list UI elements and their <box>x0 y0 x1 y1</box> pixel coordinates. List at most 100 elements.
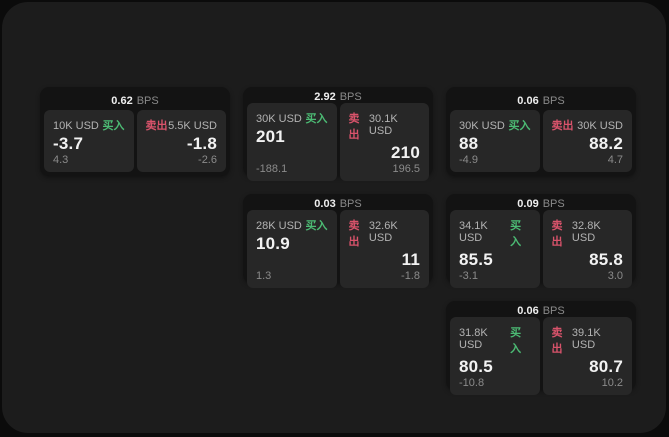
buy-panel[interactable]: 10K USD 买入 -3.7 4.3 <box>44 110 134 172</box>
sell-delta: 3.0 <box>607 270 623 282</box>
buy-price: 88 <box>459 134 479 153</box>
sell-panel-top: 卖出 32.8K USD <box>552 217 624 249</box>
buy-amount: 10K USD <box>53 120 99 132</box>
bps-header: 0.03 BPS <box>247 198 429 210</box>
sell-side-label: 卖出 <box>348 220 360 248</box>
buy-amount: 31.8K USD <box>459 327 488 351</box>
buy-panel[interactable]: 30K USD 买入 88 -4.9 <box>450 110 540 172</box>
sell-panel-top: 卖出 39.1K USD <box>552 324 624 356</box>
buy-price: 10.9 <box>256 234 290 253</box>
sell-amount: 30K USD <box>577 120 623 132</box>
buy-price: 201 <box>256 127 285 146</box>
sell-amount: 32.8K USD <box>571 220 601 244</box>
sell-panel[interactable]: 卖出 32.6K USD 11 -1.8 <box>339 210 429 288</box>
sell-amount: 32.6K USD <box>368 220 398 244</box>
sell-amount: 5.5K USD <box>168 120 217 132</box>
buy-panel-top: 34.1K USD 买入 <box>459 217 531 249</box>
bps-header: 0.06 BPS <box>450 305 632 317</box>
buy-panel-top: 28K USD 买入 <box>256 217 328 233</box>
sell-price: -1.8 <box>186 134 217 153</box>
sell-amount: 30.1K USD <box>368 113 398 137</box>
quote-panels: 28K USD 买入 10.9 1.3 卖出 32.6K USD 11 -1.8 <box>247 210 429 288</box>
sell-price: 80.7 <box>589 357 623 376</box>
sell-delta: 4.7 <box>607 154 623 166</box>
sell-panel[interactable]: 卖出 30.1K USD 210 196.5 <box>339 103 429 181</box>
buy-side-label: 买入 <box>510 220 522 248</box>
buy-side-label: 买入 <box>510 327 522 355</box>
cards-grid: 0.62 BPS 10K USD 买入 -3.7 4.3 卖出 5.5K USD… <box>40 87 636 395</box>
buy-delta: 1.3 <box>256 270 272 282</box>
bps-unit-label: BPS <box>339 91 362 103</box>
buy-amount: 28K USD <box>256 220 302 232</box>
sell-side-label: 卖出 <box>551 120 574 132</box>
buy-delta: -10.8 <box>459 377 485 389</box>
bps-unit-label: BPS <box>542 198 565 210</box>
bps-header: 2.92 BPS <box>247 91 429 103</box>
sell-amount: 39.1K USD <box>571 327 601 351</box>
bps-header: 0.06 BPS <box>450 91 632 110</box>
buy-amount: 34.1K USD <box>459 220 488 244</box>
buy-amount: 30K USD <box>256 113 302 125</box>
sell-side-label: 卖出 <box>551 327 563 355</box>
sell-panel-top: 卖出 30K USD <box>552 117 624 133</box>
buy-price: 85.5 <box>459 250 493 269</box>
bps-header: 0.09 BPS <box>450 198 632 210</box>
quote-card: 0.06 BPS 30K USD 买入 88 -4.9 卖出 30K USD 8… <box>446 87 636 176</box>
buy-side-label: 买入 <box>508 120 531 132</box>
bps-unit-label: BPS <box>339 198 362 210</box>
buy-side-label: 买入 <box>102 120 125 132</box>
sell-panel[interactable]: 卖出 30K USD 88.2 4.7 <box>542 110 632 172</box>
sell-panel[interactable]: 卖出 39.1K USD 80.7 10.2 <box>542 317 632 395</box>
quote-panels: 31.8K USD 买入 80.5 -10.8 卖出 39.1K USD 80.… <box>450 317 632 395</box>
sell-side-label: 卖出 <box>145 120 168 132</box>
quote-card: 0.06 BPS 31.8K USD 买入 80.5 -10.8 卖出 39.1… <box>446 301 636 395</box>
quote-card: 0.09 BPS 34.1K USD 买入 85.5 -3.1 卖出 32.8K… <box>446 194 636 288</box>
buy-amount: 30K USD <box>459 120 505 132</box>
bps-value: 0.03 <box>314 198 336 210</box>
buy-delta: -4.9 <box>459 154 478 166</box>
sell-delta: -2.6 <box>198 154 217 166</box>
buy-side-label: 买入 <box>305 220 328 232</box>
buy-price: 80.5 <box>459 357 493 376</box>
quote-panels: 30K USD 买入 88 -4.9 卖出 30K USD 88.2 4.7 <box>450 110 632 172</box>
buy-panel-top: 10K USD 买入 <box>53 117 125 133</box>
buy-panel[interactable]: 28K USD 买入 10.9 1.3 <box>247 210 337 288</box>
bps-unit-label: BPS <box>542 94 565 107</box>
app-window: 0.62 BPS 10K USD 买入 -3.7 4.3 卖出 5.5K USD… <box>2 2 666 433</box>
buy-panel[interactable]: 30K USD 买入 201 -188.1 <box>247 103 337 181</box>
buy-panel-top: 30K USD 买入 <box>459 117 531 133</box>
bps-unit-label: BPS <box>136 94 159 107</box>
bps-unit-label: BPS <box>542 305 565 317</box>
buy-panel-top: 30K USD 买入 <box>256 110 328 126</box>
sell-delta: 10.2 <box>601 377 623 389</box>
quote-panels: 30K USD 买入 201 -188.1 卖出 30.1K USD 210 1… <box>247 103 429 181</box>
quote-card: 0.62 BPS 10K USD 买入 -3.7 4.3 卖出 5.5K USD… <box>40 87 230 176</box>
quote-card: 0.03 BPS 28K USD 买入 10.9 1.3 卖出 32.6K US… <box>243 194 433 288</box>
quote-panels: 34.1K USD 买入 85.5 -3.1 卖出 32.8K USD 85.8… <box>450 210 632 288</box>
sell-side-label: 卖出 <box>551 220 563 248</box>
buy-panel[interactable]: 34.1K USD 买入 85.5 -3.1 <box>450 210 540 288</box>
sell-panel[interactable]: 卖出 5.5K USD -1.8 -2.6 <box>136 110 226 172</box>
sell-delta: 196.5 <box>392 163 420 175</box>
sell-side-label: 卖出 <box>348 113 360 141</box>
bps-header: 0.62 BPS <box>44 91 226 110</box>
bps-value: 0.09 <box>517 198 539 210</box>
sell-price: 88.2 <box>589 134 623 153</box>
bps-value: 2.92 <box>314 91 336 103</box>
bps-value: 0.62 <box>111 94 133 107</box>
buy-panel[interactable]: 31.8K USD 买入 80.5 -10.8 <box>450 317 540 395</box>
quote-card: 2.92 BPS 30K USD 买入 201 -188.1 卖出 30.1K … <box>243 87 433 181</box>
sell-panel-top: 卖出 30.1K USD <box>349 110 421 142</box>
sell-delta: -1.8 <box>401 270 420 282</box>
sell-price: 85.8 <box>589 250 623 269</box>
bps-value: 0.06 <box>517 94 539 107</box>
sell-panel[interactable]: 卖出 32.8K USD 85.8 3.0 <box>542 210 632 288</box>
buy-side-label: 买入 <box>305 113 328 125</box>
buy-delta: -3.1 <box>459 270 478 282</box>
bps-value: 0.06 <box>517 305 539 317</box>
sell-price: 210 <box>391 143 420 162</box>
buy-delta: 4.3 <box>53 154 69 166</box>
buy-delta: -188.1 <box>256 163 288 175</box>
sell-panel-top: 卖出 32.6K USD <box>349 217 421 249</box>
sell-panel-top: 卖出 5.5K USD <box>146 117 218 133</box>
